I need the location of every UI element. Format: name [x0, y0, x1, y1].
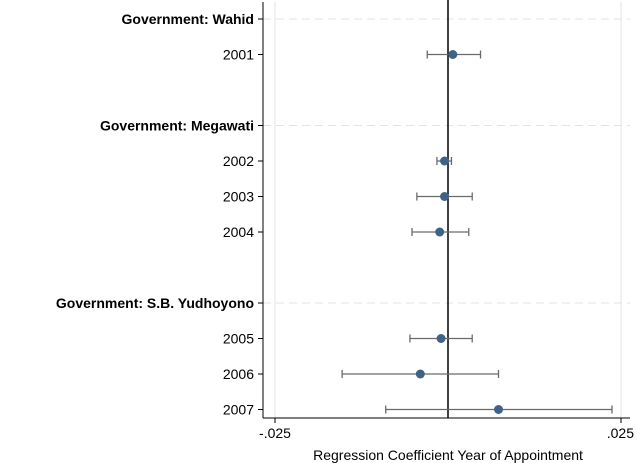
row-label: 2006	[223, 366, 254, 382]
estimate-point	[415, 369, 425, 379]
labels: Government: Wahid 2001 Government: Megawat…	[56, 11, 634, 441]
grid-lines	[263, 2, 630, 418]
axes	[258, 0, 630, 423]
estimate-point	[448, 50, 458, 59]
x-tick-label: -.025	[259, 425, 291, 441]
row-label: 2003	[223, 189, 254, 205]
row-label: 2007	[223, 402, 254, 418]
row-label: 2004	[223, 224, 254, 240]
estimate-point	[440, 192, 450, 201]
group-label: Government: Wahid	[122, 11, 255, 27]
group-label: Government: S.B. Yudhoyono	[56, 295, 254, 311]
row-label: 2005	[223, 331, 254, 347]
estimate-point	[494, 405, 504, 414]
x-tick-label: .025	[607, 425, 634, 441]
estimate-point	[436, 334, 446, 343]
data-marks	[341, 50, 613, 414]
x-axis-title: Regression Coefficient Year of Appointme…	[313, 447, 583, 463]
row-label: 2002	[223, 153, 254, 169]
row-label: 2001	[223, 47, 254, 63]
estimate-point	[435, 227, 445, 237]
estimate-point	[440, 156, 450, 166]
group-label: Government: Megawati	[100, 118, 254, 134]
